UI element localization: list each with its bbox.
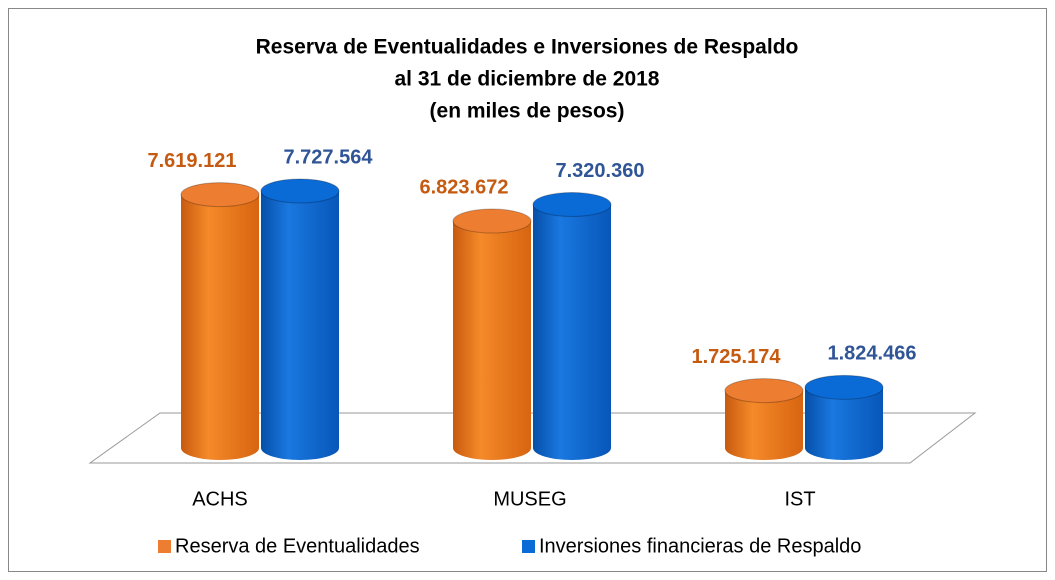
data-label: 7.619.121 <box>148 150 237 172</box>
bar-body <box>533 204 611 460</box>
chart-title: Reserva de Eventualidades e Inversiones … <box>256 36 799 59</box>
bar-top <box>260 178 340 204</box>
legend-label: Inversiones financieras de Respaldo <box>539 535 861 557</box>
chart-title: al 31 de diciembre de 2018 <box>395 68 660 91</box>
bar-top <box>180 182 260 208</box>
data-label: 6.823.672 <box>420 176 509 198</box>
data-label: 1.824.466 <box>828 343 917 365</box>
x-tick-label: MUSEG <box>493 488 566 510</box>
bar-body <box>725 390 803 460</box>
data-label: 7.727.564 <box>284 146 374 168</box>
bar-top <box>452 208 532 234</box>
x-tick-label: ACHS <box>192 488 248 510</box>
data-label: 1.725.174 <box>692 346 782 368</box>
chart-title: (en miles de pesos) <box>430 100 625 123</box>
bar-body <box>453 221 531 460</box>
legend-swatch <box>522 540 535 553</box>
bar-body <box>805 387 883 460</box>
x-tick-label: IST <box>784 488 815 510</box>
legend-swatch <box>158 540 171 553</box>
data-label: 7.320.360 <box>556 160 645 182</box>
bar-top <box>532 192 612 218</box>
bar-body <box>261 191 339 460</box>
bar-top <box>804 374 884 400</box>
bar-top <box>724 378 804 404</box>
legend-label: Reserva de Eventualidades <box>175 535 420 557</box>
bar-body <box>181 194 259 460</box>
